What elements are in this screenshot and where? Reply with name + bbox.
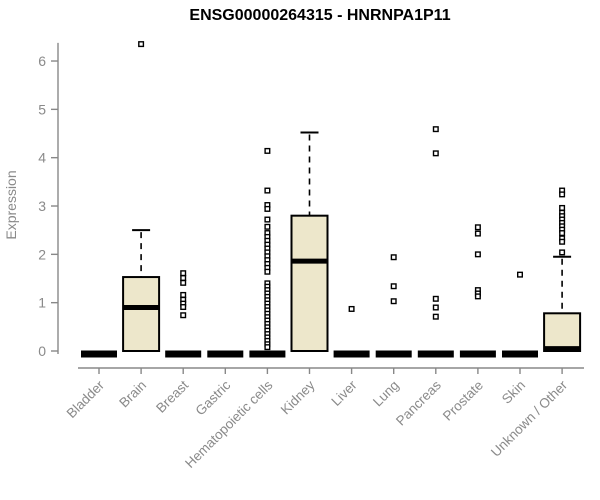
box-skin-collapsed xyxy=(502,350,538,358)
outlier-point xyxy=(432,313,439,320)
outlier-point xyxy=(474,230,481,237)
x-category-label: Bladder xyxy=(64,377,108,421)
outlier-point xyxy=(264,344,271,351)
x-category-label: Liver xyxy=(328,377,360,409)
y-tick-label: 6 xyxy=(38,53,46,69)
x-category-label: Unknown / Other xyxy=(488,377,571,460)
y-tick-label: 5 xyxy=(38,101,46,117)
outlier-point xyxy=(559,191,566,198)
outlier-point xyxy=(264,223,271,230)
chart-title: ENSG00000264315 - HNRNPA1P11 xyxy=(189,7,451,24)
outlier-point xyxy=(264,216,271,223)
box-unknown-other xyxy=(543,312,582,353)
x-category-label: Skin xyxy=(499,378,528,407)
box-gastric-collapsed xyxy=(207,350,244,358)
box-brain xyxy=(122,276,161,353)
box-breast-collapsed xyxy=(165,350,202,358)
outlier-point xyxy=(390,283,397,290)
x-category-label: Kidney xyxy=(278,377,318,417)
box-liver-collapsed xyxy=(333,350,370,358)
outlier-point xyxy=(180,279,187,286)
x-category-label: Prostate xyxy=(440,378,486,424)
outlier-point xyxy=(517,271,524,278)
outlier-point xyxy=(264,147,271,154)
y-axis-title: Expression xyxy=(3,170,19,239)
box-lung-collapsed xyxy=(375,350,412,358)
outlier-point xyxy=(474,251,481,258)
y-tick-label: 1 xyxy=(38,295,46,311)
outlier-point xyxy=(390,254,397,261)
box-prostate-collapsed xyxy=(459,350,496,358)
outlier-point xyxy=(180,291,187,298)
box-kidney xyxy=(290,214,329,352)
box-hematopoietic-cells-collapsed xyxy=(249,350,286,358)
box-pancreas-collapsed xyxy=(417,350,454,358)
outlier-point xyxy=(138,41,145,48)
box-bladder-collapsed xyxy=(81,350,117,358)
outlier-point xyxy=(390,298,397,305)
outlier-point xyxy=(348,305,355,312)
outlier-point xyxy=(474,224,481,231)
outlier-point xyxy=(432,150,439,157)
y-tick-label: 4 xyxy=(38,150,46,166)
outlier-point xyxy=(180,275,187,282)
y-tick-label: 2 xyxy=(38,246,46,262)
outlier-point xyxy=(264,205,271,212)
outlier-point xyxy=(559,249,566,256)
outlier-point xyxy=(180,312,187,319)
x-category-label: Breast xyxy=(153,377,191,415)
x-category-label: Pancreas xyxy=(393,377,444,428)
x-category-label: Brain xyxy=(116,378,149,411)
outlier-point xyxy=(432,304,439,311)
outlier-point xyxy=(264,268,271,275)
outlier-point xyxy=(432,126,439,133)
y-tick-label: 0 xyxy=(38,343,46,359)
x-category-label: Gastric xyxy=(193,377,234,418)
outlier-point xyxy=(474,293,481,300)
outlier-point xyxy=(559,238,566,245)
outlier-point xyxy=(559,204,566,211)
x-category-label: Lung xyxy=(370,378,402,410)
outlier-point xyxy=(559,230,566,237)
outlier-point xyxy=(180,270,187,277)
outlier-point xyxy=(264,187,271,194)
y-tick-label: 3 xyxy=(38,198,46,214)
outlier-point xyxy=(432,295,439,302)
outlier-point xyxy=(180,304,187,311)
